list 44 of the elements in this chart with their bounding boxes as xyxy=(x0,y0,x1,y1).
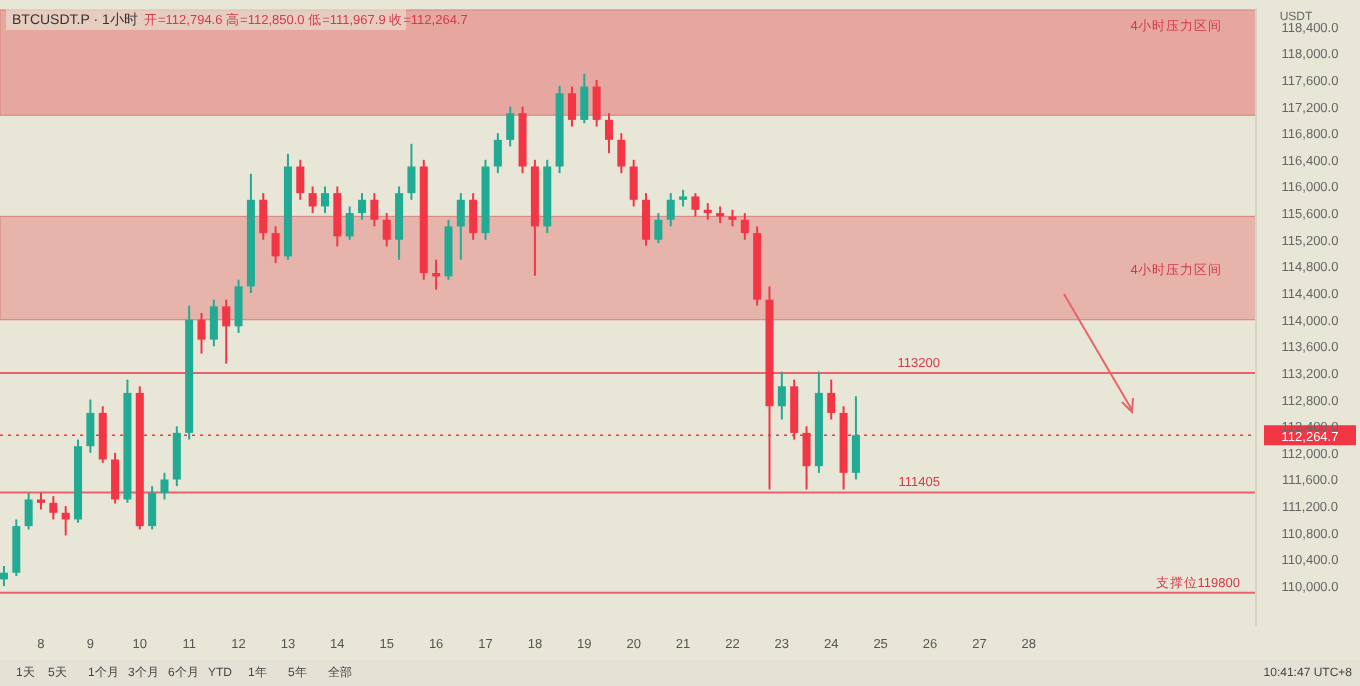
candlestick xyxy=(271,225,280,265)
candlestick xyxy=(617,132,626,175)
candlestick xyxy=(382,212,391,248)
candlestick xyxy=(0,565,8,588)
candlestick xyxy=(851,395,860,481)
candlestick xyxy=(320,185,329,215)
candlestick xyxy=(629,158,638,208)
candlestick xyxy=(604,112,613,155)
candlestick xyxy=(666,192,675,228)
candlestick xyxy=(49,495,58,521)
candlestick xyxy=(580,72,589,125)
candlestick xyxy=(296,158,305,201)
candlestick xyxy=(61,505,70,537)
candlestick xyxy=(197,312,206,355)
candlestick xyxy=(209,298,218,348)
candlestick xyxy=(86,398,95,454)
candlestick xyxy=(740,212,749,241)
candlestick xyxy=(308,185,317,215)
candlestick xyxy=(12,518,21,578)
candlestick xyxy=(827,378,836,421)
candlestick xyxy=(259,192,268,241)
candlestick xyxy=(506,105,515,148)
candlestick xyxy=(333,185,342,248)
candlestick xyxy=(654,212,663,245)
candlestick xyxy=(592,78,601,128)
candlestick xyxy=(493,132,502,175)
candlestick xyxy=(407,142,416,201)
candlestick xyxy=(172,425,181,488)
candlestick xyxy=(777,370,786,421)
candlestick xyxy=(222,298,231,365)
candlestick xyxy=(567,85,576,128)
candlestick xyxy=(234,278,243,334)
candlestick xyxy=(456,192,465,261)
candlestick xyxy=(469,192,478,241)
candlestick xyxy=(358,192,367,221)
candlestick xyxy=(691,192,700,218)
candlestick xyxy=(370,192,379,228)
candlestick xyxy=(345,205,354,241)
candlestick xyxy=(111,451,120,505)
candlestick xyxy=(642,192,651,247)
candlestick xyxy=(395,185,404,261)
candlestick xyxy=(148,485,157,531)
candlestick xyxy=(24,491,33,531)
candlestick xyxy=(160,471,169,501)
